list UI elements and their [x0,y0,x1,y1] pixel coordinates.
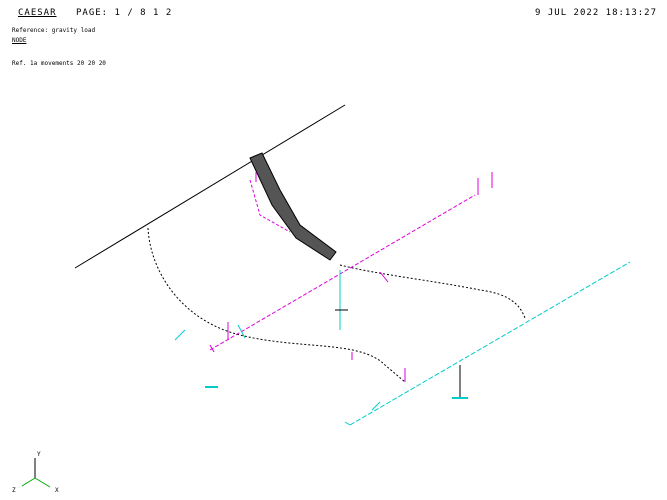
axis-label: Y [37,451,41,458]
pipe-curve [340,265,525,318]
axis-label: Z [12,487,16,494]
restraint [345,422,350,425]
pipe [350,262,630,425]
axis-label: X [55,487,59,494]
restraint [238,325,245,338]
pipe [210,195,475,350]
hanger-body [250,153,336,260]
page: {"header":{"program":"CAESAR","page":"PA… [0,0,667,500]
restraint [372,402,380,410]
pipe-curve [148,228,405,382]
piping-model [75,105,630,425]
axis-triad [22,458,50,487]
drawing: Y X Z [0,0,667,500]
load-arrows [210,172,492,382]
restraint [175,330,185,340]
